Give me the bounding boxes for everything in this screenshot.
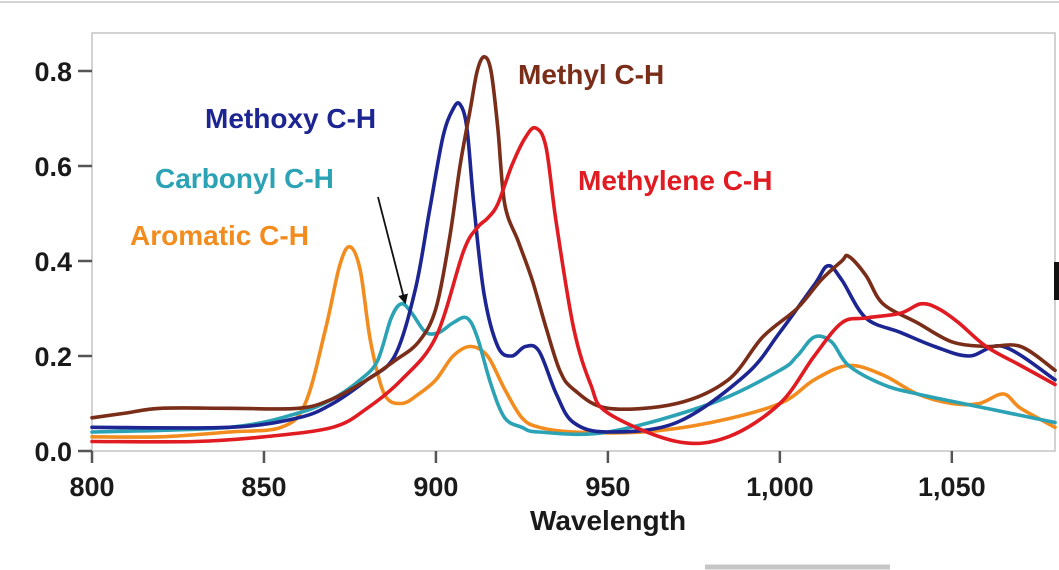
y-tick-label: 0.6 [34,152,72,182]
series-label-methyl-c-h: Methyl C-H [518,59,664,90]
x-tick-label: 850 [241,472,286,502]
series-label-carbonyl-c-h: Carbonyl C-H [155,163,334,194]
right-edge-mark [1054,262,1059,300]
series-line-methylene-c-h [90,125,1057,446]
series-label-methylene-c-h: Methylene C-H [578,165,772,196]
y-tick-label: 0.2 [34,342,72,372]
series-label-aromatic-c-h: Aromatic C-H [130,220,309,251]
y-tick-label: 0.8 [34,57,72,87]
series-labels: Aromatic C-H Carbonyl C-H Methoxy C-H Methy… [130,59,772,305]
series-line-methoxy-c-h [90,101,1057,434]
x-tick-label: 950 [585,472,630,502]
series-line-methyl-c-h [90,55,1057,420]
axes: 0.0 0.2 0.4 0.6 0.8 800 850 900 950 1,000 1,050 Wav… [34,57,985,536]
series-line-aromatic-c-h [90,244,1057,439]
y-tick-label: 0.4 [34,247,72,277]
x-tick-label: 800 [69,472,114,502]
y-tick-label: 0.0 [34,437,72,467]
series-label-methoxy-c-h: Methoxy C-H [205,103,376,134]
series-curves [90,55,1057,446]
carbonyl-pointer-arrow [377,196,408,305]
series-line-carbonyl-c-h [90,301,1057,437]
x-tick-label: 1,000 [746,472,814,502]
x-tick-label: 1,050 [918,472,986,502]
x-tick-label: 900 [413,472,458,502]
x-axis-title: Wavelength [530,505,686,536]
